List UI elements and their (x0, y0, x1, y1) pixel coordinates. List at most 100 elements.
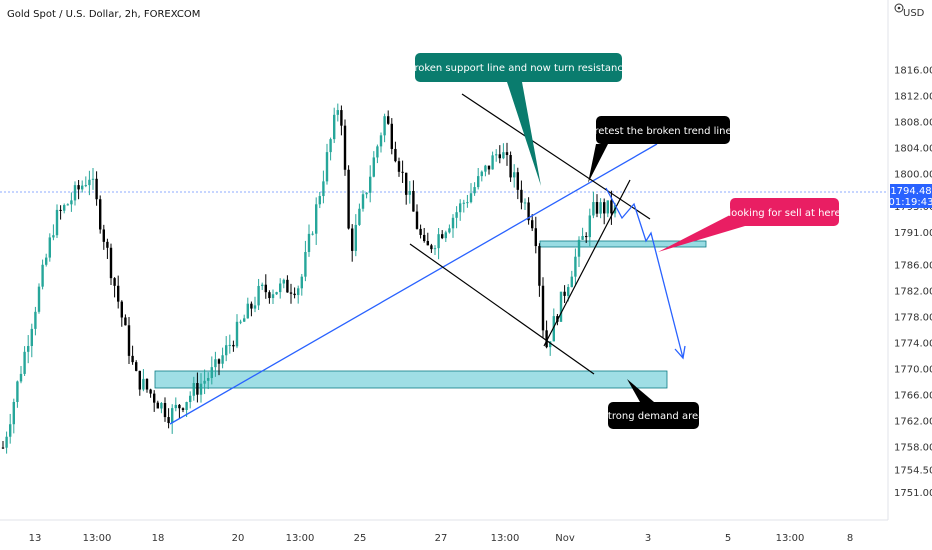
forecast-arrowhead (674, 345, 686, 360)
candle (369, 165, 372, 203)
chart-title: Gold Spot / U.S. Dollar, 2h, FOREXCOM (7, 9, 200, 20)
candle (163, 397, 167, 422)
candle (448, 224, 451, 234)
candle (286, 275, 289, 293)
candle (37, 283, 41, 314)
candle (462, 199, 465, 213)
candle (585, 232, 588, 244)
forecast-path[interactable] (605, 187, 684, 359)
candle (264, 274, 267, 299)
currency-label: USD (903, 8, 925, 19)
note-retest[interactable]: retest the broken trend line (588, 116, 732, 183)
candle (520, 180, 523, 210)
candle (361, 190, 365, 212)
candle (523, 198, 527, 211)
price-tick-label: 1766.00 (894, 391, 932, 402)
candle (509, 151, 512, 182)
candle (336, 103, 339, 122)
channel-lower-line[interactable] (409, 243, 595, 375)
note-retest-text: retest the broken trend line (594, 126, 731, 137)
price-tick-label: 1782.00 (894, 287, 932, 298)
candle (498, 145, 501, 164)
price-tick-label: 1758.00 (894, 443, 932, 454)
candle (250, 301, 253, 317)
candle (376, 144, 379, 164)
candle (261, 282, 264, 291)
resistance-zone[interactable] (539, 240, 707, 248)
price-axis[interactable]: 1751.00 1754.50 1758.00 1762.00 1766.00 1770.… (894, 66, 932, 500)
candle (178, 404, 181, 419)
demand-zone[interactable] (154, 370, 668, 389)
candle (397, 157, 401, 177)
candle (55, 204, 59, 238)
rising-wedge-line[interactable] (543, 179, 631, 347)
candle (480, 170, 483, 182)
candle (304, 240, 307, 282)
time-tick-label: 13:00 (83, 533, 112, 544)
candle (19, 366, 23, 384)
candle (477, 167, 480, 190)
candle (174, 397, 177, 412)
note-demand-text: strong demand area (603, 411, 705, 422)
candle (347, 165, 350, 230)
candle (595, 194, 599, 218)
candle (581, 227, 584, 241)
candle (156, 400, 159, 409)
channel-upper-line[interactable] (461, 93, 651, 220)
time-tick-label: 13 (29, 533, 42, 544)
candle (189, 391, 192, 409)
candle (307, 224, 311, 257)
candle (390, 118, 393, 155)
candle (88, 170, 91, 196)
candle (221, 347, 224, 369)
candle (109, 243, 113, 286)
candle (513, 164, 516, 188)
candle (66, 203, 69, 206)
candle (217, 358, 221, 376)
candle (207, 372, 210, 390)
candle (271, 289, 275, 305)
time-axis[interactable]: 13 13:00 18 20 13:00 25 27 13:00 Nov 3 5 13:00 8 (29, 533, 854, 544)
candle (473, 182, 476, 196)
countdown-value: 01:19:43 (889, 197, 932, 208)
candle (167, 408, 170, 429)
time-tick-label: 3 (645, 533, 651, 544)
candle (117, 275, 120, 309)
candle (541, 277, 545, 338)
candle (120, 300, 123, 327)
candle (592, 191, 595, 219)
candle (315, 197, 318, 245)
note-sell[interactable]: looking for sell at here (658, 198, 841, 252)
candle (45, 253, 48, 267)
time-tick-label: 25 (354, 533, 367, 544)
candle (412, 180, 415, 212)
candle (538, 243, 541, 297)
candle (610, 190, 613, 225)
candle (599, 198, 602, 219)
note-demand[interactable]: strong demand area (603, 379, 705, 429)
note-sell-text: looking for sell at here (728, 208, 840, 219)
candle (171, 404, 174, 434)
candle (102, 224, 105, 250)
candle (606, 200, 609, 218)
candle (59, 205, 62, 220)
candle (210, 356, 213, 385)
price-tick-label: 1816.00 (894, 66, 932, 77)
candle (588, 208, 591, 247)
candle (232, 340, 235, 352)
candle (545, 320, 548, 349)
settings-icon[interactable] (894, 3, 904, 13)
candle (437, 228, 440, 260)
time-tick-label: 13:00 (776, 533, 805, 544)
candle (77, 179, 80, 200)
candle (1, 440, 5, 450)
candle (131, 345, 134, 365)
candle (81, 180, 84, 193)
note-broken-support[interactable]: broken support line and now turn resista… (408, 53, 629, 186)
price-tick-label: 1774.00 (894, 339, 932, 350)
price-tick-label: 1800.00 (894, 170, 932, 181)
blue-trendline[interactable] (169, 143, 658, 425)
candle (73, 181, 77, 206)
candle (127, 317, 131, 365)
